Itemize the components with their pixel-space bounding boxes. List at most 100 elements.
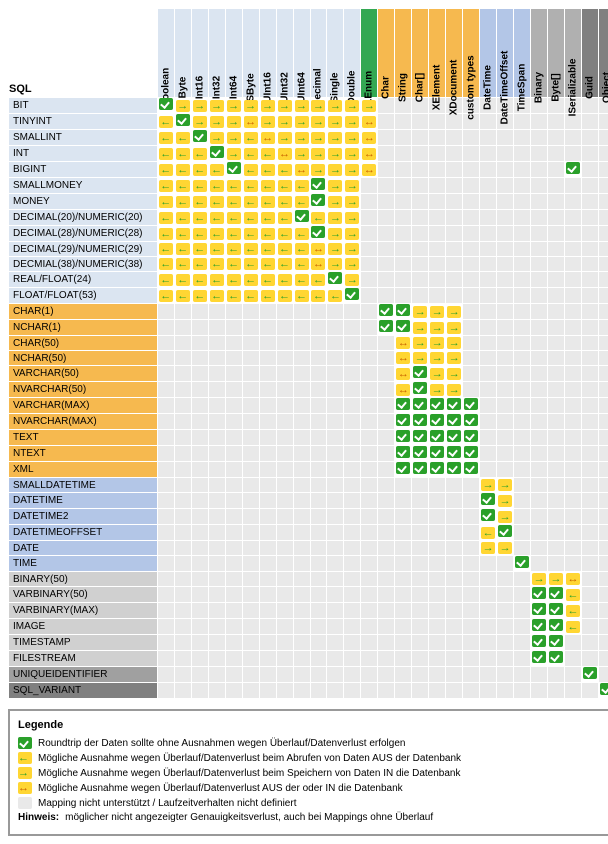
col-header: Int64 — [226, 9, 242, 97]
cell — [565, 178, 581, 193]
cell — [311, 683, 327, 698]
cell — [395, 651, 411, 666]
cell — [480, 587, 496, 602]
cell — [226, 288, 242, 303]
cell — [209, 556, 225, 571]
cell — [158, 162, 174, 177]
cell — [344, 194, 360, 209]
cell — [480, 667, 496, 682]
cell — [260, 478, 276, 492]
table-row: SQL_VARIANT — [9, 683, 608, 698]
cell — [582, 667, 598, 682]
ok-icon — [532, 603, 546, 615]
cell — [311, 462, 327, 477]
cell — [226, 603, 242, 618]
cell — [531, 226, 547, 241]
cell — [260, 635, 276, 650]
cell — [429, 304, 445, 319]
cell — [344, 398, 360, 413]
cell — [446, 683, 462, 698]
cell — [327, 541, 343, 555]
ok-icon — [447, 414, 461, 426]
cell — [463, 194, 479, 209]
cell — [565, 619, 581, 634]
cell — [582, 619, 598, 634]
cell — [294, 366, 310, 381]
cell — [344, 210, 360, 225]
cell — [260, 446, 276, 461]
cell — [412, 446, 428, 461]
cell — [327, 446, 343, 461]
cell — [378, 683, 394, 698]
out-icon — [210, 290, 224, 302]
cell — [514, 493, 530, 508]
cell — [599, 493, 608, 508]
cell — [395, 556, 411, 571]
cell — [378, 114, 394, 129]
col-header: Binary — [531, 9, 547, 97]
cell — [599, 446, 608, 461]
cell — [361, 525, 377, 540]
out-icon — [159, 258, 173, 270]
cell — [395, 525, 411, 540]
cell — [446, 146, 462, 161]
out-icon — [244, 228, 258, 240]
cell — [311, 304, 327, 319]
blank-ico-icon — [18, 797, 32, 809]
cell — [243, 462, 259, 477]
cell — [192, 667, 208, 682]
in-icon — [210, 132, 224, 144]
cell — [480, 114, 496, 129]
cell — [344, 509, 360, 524]
cell — [429, 257, 445, 271]
ok-icon — [498, 525, 512, 537]
cell — [395, 430, 411, 445]
cell — [260, 272, 276, 287]
cell — [395, 493, 411, 508]
cell — [412, 194, 428, 209]
cell — [175, 288, 191, 303]
in-icon — [413, 337, 427, 349]
cell — [514, 257, 530, 271]
table-row: SMALLDATETIME — [9, 478, 608, 492]
col-header: Guid — [582, 9, 598, 97]
cell — [277, 587, 293, 602]
cell — [226, 430, 242, 445]
out-icon — [193, 274, 207, 286]
cell — [480, 382, 496, 397]
cell — [497, 525, 513, 540]
cell — [582, 304, 598, 319]
ok-icon — [176, 114, 190, 126]
cell — [344, 572, 360, 586]
cell — [243, 257, 259, 271]
cell — [209, 509, 225, 524]
in-icon — [345, 212, 359, 224]
cell — [429, 114, 445, 129]
cell — [548, 541, 564, 555]
cell — [582, 257, 598, 271]
cell — [446, 587, 462, 602]
in-icon — [413, 352, 427, 364]
table-row: DATE — [9, 541, 608, 555]
cell — [429, 398, 445, 413]
cell — [327, 667, 343, 682]
cell — [446, 414, 462, 429]
cell — [260, 525, 276, 540]
cell — [395, 683, 411, 698]
cell — [565, 130, 581, 145]
both-icon — [311, 243, 325, 255]
both-icon — [362, 148, 376, 160]
out-icon — [261, 180, 275, 192]
cell — [294, 257, 310, 271]
cell — [327, 98, 343, 113]
cell — [243, 194, 259, 209]
cell — [192, 572, 208, 586]
out-icon — [261, 290, 275, 302]
cell — [158, 683, 174, 698]
cell — [361, 619, 377, 634]
cell — [378, 194, 394, 209]
cell — [599, 336, 608, 350]
cell — [311, 146, 327, 161]
cell — [599, 651, 608, 666]
cell — [260, 493, 276, 508]
